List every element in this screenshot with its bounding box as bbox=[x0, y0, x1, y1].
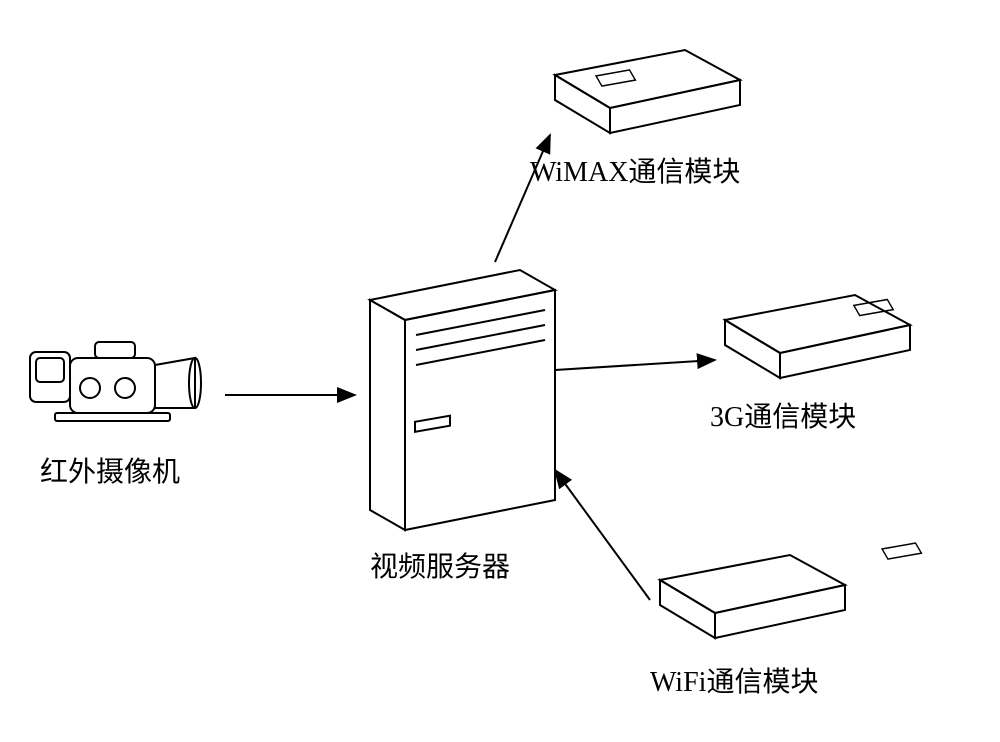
wimax-label: WiMAX通信模块 bbox=[530, 150, 740, 190]
wifi-label: WiFi通信模块 bbox=[650, 660, 818, 700]
threeg-module-icon bbox=[725, 295, 910, 378]
server-label: 视频服务器 bbox=[370, 545, 510, 585]
camera-label: 红外摄像机 bbox=[40, 450, 180, 490]
server-icon bbox=[370, 270, 555, 530]
wifi-module-icon bbox=[660, 543, 921, 638]
edge-wifi-server bbox=[555, 470, 650, 600]
edge-server-threeg bbox=[555, 360, 715, 370]
diagram-svg bbox=[0, 0, 1000, 742]
threeg-label: 3G通信模块 bbox=[710, 395, 856, 435]
diagram-canvas: 红外摄像机 视频服务器 WiMAX通信模块 3G通信模块 WiFi通信模块 bbox=[0, 0, 1000, 742]
camera-icon bbox=[30, 342, 201, 421]
wimax-module-icon bbox=[555, 50, 740, 133]
